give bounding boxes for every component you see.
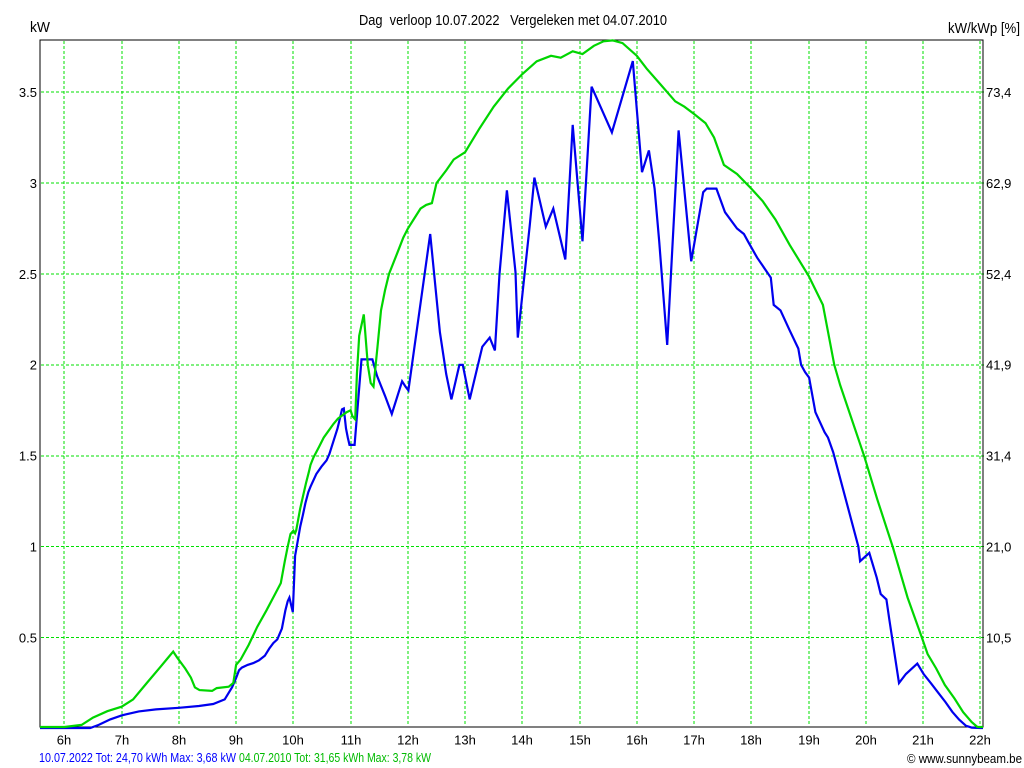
svg-text:20h: 20h [855, 733, 877, 748]
svg-text:31,4: 31,4 [986, 449, 1011, 464]
svg-text:10,5: 10,5 [986, 630, 1011, 645]
svg-text:18h: 18h [740, 733, 762, 748]
svg-text:10.07.2022 Tot: 24,70 kWh Max:: 10.07.2022 Tot: 24,70 kWh Max: 3,68 kW [39, 750, 237, 765]
svg-text:21h: 21h [912, 733, 934, 748]
svg-text:3.5: 3.5 [19, 85, 37, 100]
svg-text:15h: 15h [569, 733, 591, 748]
svg-text:7h: 7h [115, 733, 129, 748]
svg-text:3: 3 [30, 176, 37, 191]
svg-text:73,4: 73,4 [986, 85, 1011, 100]
svg-text:kW/kWp [%]: kW/kWp [%] [948, 20, 1020, 37]
svg-text:Dag verloop 10.07.2022 Verg: Dag verloop 10.07.2022 Vergeleken met 04… [359, 12, 667, 29]
svg-text:22h: 22h [969, 733, 991, 748]
svg-text:kW: kW [30, 19, 51, 36]
svg-text:13h: 13h [454, 733, 476, 748]
svg-text:14h: 14h [511, 733, 533, 748]
svg-text:12h: 12h [397, 733, 419, 748]
svg-text:8h: 8h [172, 733, 186, 748]
svg-text:11h: 11h [341, 733, 362, 748]
svg-text:19h: 19h [798, 733, 820, 748]
svg-text:0.5: 0.5 [19, 630, 37, 645]
svg-text:2.5: 2.5 [19, 267, 37, 282]
svg-text:52,4: 52,4 [986, 267, 1011, 282]
svg-text:1: 1 [30, 540, 37, 555]
svg-text:2: 2 [30, 358, 37, 373]
svg-text:62,9: 62,9 [986, 176, 1011, 191]
svg-text:© www.sunnybeam.be: © www.sunnybeam.be [907, 751, 1022, 766]
svg-text:41,9: 41,9 [986, 358, 1011, 373]
svg-text:17h: 17h [683, 733, 705, 748]
svg-text:9h: 9h [229, 733, 243, 748]
svg-text:1.5: 1.5 [19, 449, 37, 464]
svg-text:21,0: 21,0 [986, 540, 1011, 555]
svg-text:6h: 6h [57, 733, 71, 748]
svg-text:16h: 16h [626, 733, 648, 748]
svg-text:04.07.2010 Tot: 31,65 kWh Max:: 04.07.2010 Tot: 31,65 kWh Max: 3,78 kW [239, 750, 432, 765]
svg-text:10h: 10h [282, 733, 304, 748]
